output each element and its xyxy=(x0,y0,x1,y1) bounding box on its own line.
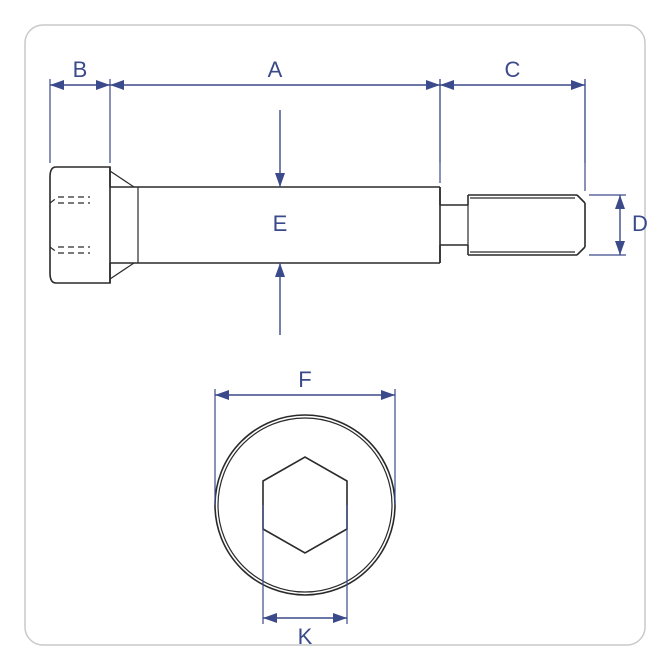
svg-text:A: A xyxy=(268,57,283,82)
svg-text:B: B xyxy=(73,57,88,82)
svg-text:K: K xyxy=(298,624,313,649)
svg-text:C: C xyxy=(505,57,521,82)
svg-text:F: F xyxy=(298,367,311,392)
side-view xyxy=(50,167,585,283)
svg-text:D: D xyxy=(632,211,648,236)
svg-text:E: E xyxy=(273,211,288,236)
end-view xyxy=(215,415,395,595)
